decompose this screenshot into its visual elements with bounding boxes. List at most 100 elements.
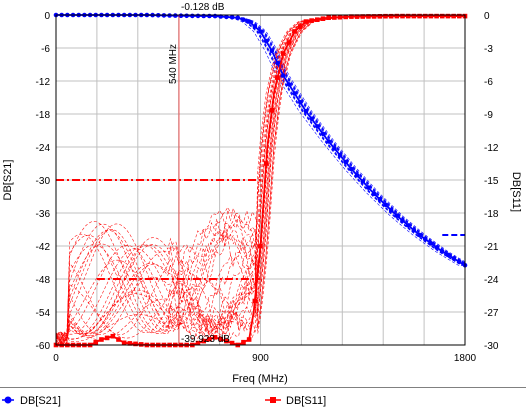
s11-point	[212, 335, 218, 340]
s11-point	[258, 243, 263, 249]
s11-variation-trace	[55, 15, 465, 345]
s21-point	[349, 166, 354, 172]
marker-s11-readout: -39.923 dB	[181, 334, 230, 345]
s11-point	[326, 15, 331, 20]
s11-point	[377, 14, 383, 19]
s11-point	[133, 341, 138, 347]
right-tick-label: -15	[484, 176, 499, 187]
left-tick-label: -12	[36, 77, 51, 88]
frequency-marker: 540 MHz -0.128 dB -39.923 dB	[168, 2, 230, 345]
legend-s21-marker-icon	[4, 396, 12, 404]
right-tick-label: -6	[484, 77, 493, 88]
s11-point	[422, 13, 428, 19]
x-tick-label: 900	[252, 353, 269, 364]
s21-point	[320, 131, 326, 137]
s21-point	[178, 13, 184, 18]
s21-point	[309, 116, 314, 122]
filter-response-chart: 0-6-12-18-24-30-36-42-48-54-600-3-6-9-12…	[2, 2, 522, 385]
legend-s21-label: DB[S21]	[20, 395, 61, 407]
s11-point	[451, 13, 456, 19]
s21-variation-trace	[56, 14, 466, 266]
left-axis-label: DB[S21]	[2, 160, 14, 201]
s21-point	[190, 13, 195, 19]
left-tick-label: -24	[36, 143, 51, 154]
s21-point	[422, 236, 428, 242]
s21-point	[303, 109, 309, 114]
s11-point	[263, 161, 269, 166]
s21-point	[241, 17, 246, 23]
s11-point	[116, 337, 121, 342]
left-tick-label: -54	[36, 308, 51, 319]
s11-point	[315, 17, 320, 22]
right-tick-label: -12	[484, 143, 499, 154]
x-tick-label: 0	[53, 353, 59, 364]
s11-point	[292, 29, 297, 34]
x-tick-label: 1800	[454, 353, 477, 364]
s21-point	[201, 13, 206, 19]
s11-point	[337, 14, 343, 20]
s11-point	[309, 18, 314, 23]
s21-variation-trace	[56, 14, 465, 266]
left-tick-label: 0	[44, 11, 50, 22]
s11-point	[371, 14, 377, 19]
left-tick-label: -18	[36, 110, 51, 121]
s11-point	[110, 333, 116, 339]
s21-point	[360, 179, 366, 184]
s11-point	[439, 13, 445, 19]
s21-point	[383, 202, 388, 207]
legend-item-s11[interactable]: DB[S11]	[265, 395, 326, 407]
s21-point	[439, 249, 445, 254]
s11-point	[394, 13, 400, 19]
s11-point	[411, 13, 417, 19]
s21-point	[371, 191, 377, 197]
s11-point	[366, 14, 371, 19]
s21-point	[252, 24, 258, 29]
s11-point	[349, 14, 354, 19]
s11-point	[286, 40, 292, 45]
s21-point	[207, 13, 212, 19]
s21-point	[343, 159, 349, 165]
s11-point	[320, 16, 326, 21]
s21-point	[428, 241, 434, 246]
s11-point	[104, 335, 110, 341]
s21-point	[235, 15, 241, 21]
s21-point	[377, 197, 383, 202]
s11-point	[201, 338, 206, 344]
s11-variation-trace	[55, 15, 465, 339]
x-axis-label: Freq (MHz)	[232, 373, 288, 385]
marker-label: 540 MHz	[168, 44, 179, 84]
legend-divider	[0, 387, 526, 388]
s11-point	[207, 336, 212, 342]
s11-point	[417, 13, 422, 19]
s11-point	[252, 298, 258, 304]
s21-point	[275, 60, 280, 66]
s11-point	[434, 13, 439, 19]
s11-point	[457, 13, 462, 19]
s21-point	[280, 73, 286, 78]
s21-variation-trace	[56, 14, 465, 266]
s21-point	[457, 259, 462, 265]
left-tick-label: -36	[36, 209, 51, 220]
s11-point	[218, 336, 224, 342]
s11-variation-trace	[55, 15, 465, 345]
marker-s21-readout: -0.128 dB	[181, 2, 225, 13]
right-tick-label: -24	[484, 275, 499, 286]
left-tick-label: -42	[36, 242, 51, 253]
plot-area-frame	[55, 14, 466, 346]
s21-point	[366, 185, 371, 190]
s21-point	[269, 48, 275, 54]
s21-point	[263, 38, 269, 44]
right-axis-label: DB[S11]	[510, 172, 522, 212]
s11-point	[138, 342, 144, 347]
left-tick-label: -30	[36, 176, 51, 187]
s11-point	[280, 51, 286, 56]
right-tick-label: -18	[484, 209, 499, 220]
right-tick-label: -27	[484, 308, 499, 319]
s21-point	[400, 218, 405, 223]
s21-point	[297, 100, 303, 105]
legend-item-s21[interactable]: DB[S21]	[2, 395, 61, 407]
s11-point	[99, 337, 104, 342]
left-tick-label: -6	[41, 44, 50, 55]
s21-point	[292, 91, 297, 96]
s11-point	[241, 339, 246, 345]
